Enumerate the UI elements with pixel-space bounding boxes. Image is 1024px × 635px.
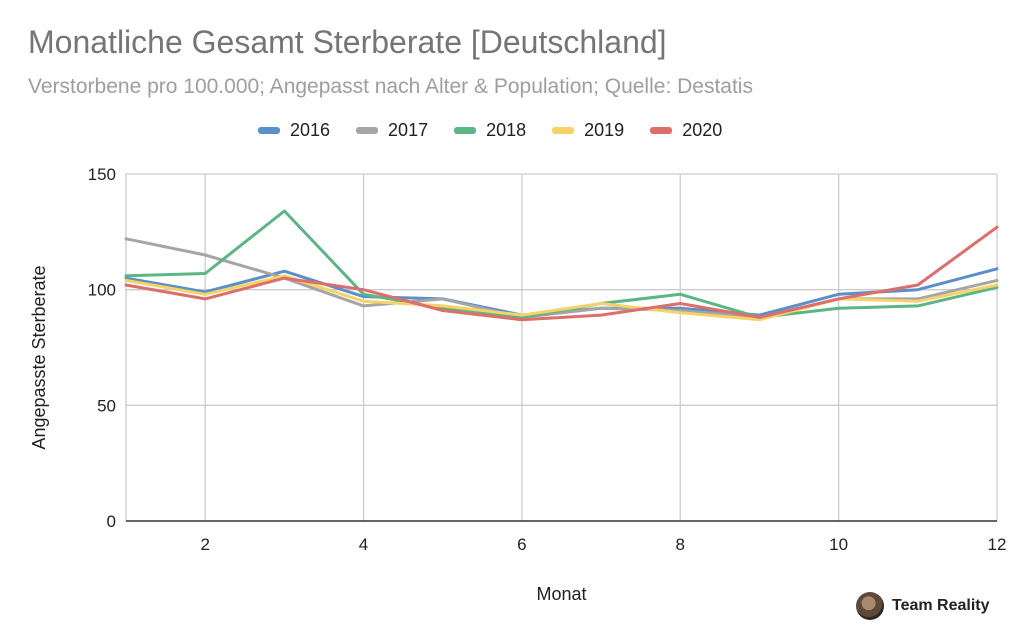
legend-swatch <box>356 127 379 134</box>
series-line-2019 <box>124 274 999 322</box>
watermark-text: Team Reality <box>892 597 990 614</box>
x-tick-label: 2 <box>200 535 209 554</box>
chart-title: Monatliche Gesamt Sterberate [Deutschlan… <box>28 24 667 60</box>
chart-legend: 2016 2017 2018 2019 2020 <box>258 120 722 141</box>
series-line-2018 <box>124 209 999 319</box>
legend-item-2019: 2019 <box>552 120 624 141</box>
x-tick-label: 4 <box>359 535 368 554</box>
legend-label: 2020 <box>682 120 723 140</box>
y-tick-label: 50 <box>97 396 116 415</box>
legend-swatch <box>650 127 673 134</box>
y-tick-label: 100 <box>88 281 116 300</box>
y-tick-label: 0 <box>107 512 116 531</box>
avatar <box>856 592 884 620</box>
y-axis-title: Angepasste Sterberate <box>29 265 49 449</box>
legend-item-2020: 2020 <box>650 120 722 141</box>
legend-item-2016: 2016 <box>258 120 330 141</box>
watermark: Team Reality <box>856 592 990 620</box>
legend-swatch <box>258 127 280 134</box>
legend-swatch <box>454 127 477 134</box>
x-axis-title: Monat <box>536 584 586 604</box>
x-tick-label: 12 <box>988 535 1007 554</box>
legend-label: 2018 <box>486 120 527 140</box>
x-tick-label: 10 <box>829 535 848 554</box>
legend-swatch <box>552 127 575 134</box>
chart-subtitle: Verstorbene pro 100.000; Angepasst nach … <box>28 75 753 98</box>
series-line-2020 <box>124 225 999 322</box>
x-tick-label: 6 <box>517 535 526 554</box>
legend-item-2017: 2017 <box>356 120 428 141</box>
x-tick-label: 8 <box>676 535 685 554</box>
y-tick-label: 150 <box>88 165 116 184</box>
legend-item-2018: 2018 <box>454 120 526 141</box>
legend-label: 2016 <box>290 120 331 140</box>
legend-label: 2019 <box>584 120 625 140</box>
legend-label: 2017 <box>388 120 429 140</box>
